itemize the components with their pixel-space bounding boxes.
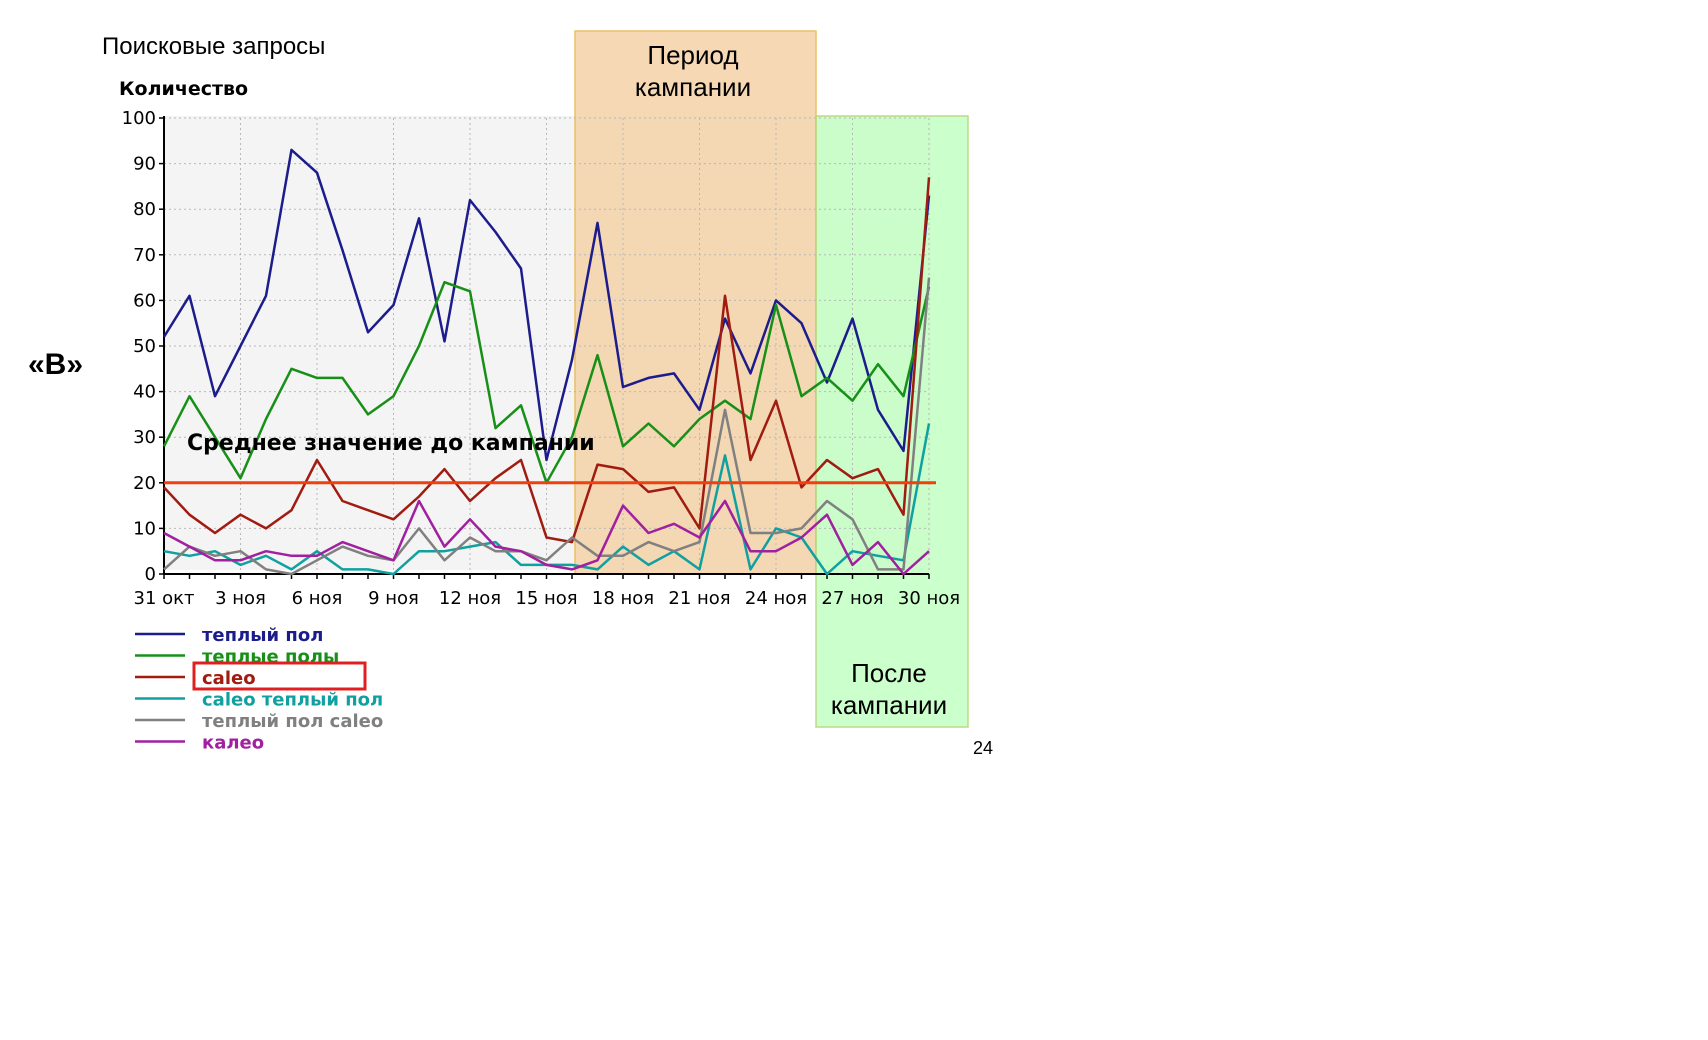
after-label-line-1: После xyxy=(851,658,927,688)
page-title: Поисковые запросы xyxy=(102,33,325,60)
y-tick-label: 70 xyxy=(133,245,156,266)
legend-highlight-box xyxy=(192,661,367,691)
x-tick-label: 12 ноя xyxy=(439,588,501,609)
x-tick-label: 21 ноя xyxy=(668,588,730,609)
y-tick-label: 80 xyxy=(133,199,156,220)
y-tick-label: 10 xyxy=(133,518,156,539)
legend-item-label: калео xyxy=(202,733,264,754)
campaign-label-line-2: кампании xyxy=(635,72,751,102)
y-tick-label: 20 xyxy=(133,473,156,494)
y-tick-label: 0 xyxy=(145,564,156,585)
y-tick-label: 100 xyxy=(122,108,156,129)
y-tick-label: 90 xyxy=(133,154,156,175)
legend-item-label: теплый пол caleo xyxy=(202,711,383,732)
x-tick-label: 6 ноя xyxy=(292,588,343,609)
series-line-5 xyxy=(163,277,931,576)
x-tick-label: 18 ноя xyxy=(592,588,654,609)
series-line-3 xyxy=(163,177,931,544)
series-line-1 xyxy=(162,148,931,462)
after-label-line-2: кампании xyxy=(831,690,947,720)
page-number: 24 xyxy=(973,738,993,758)
reference-line-label: Среднее значение до кампании xyxy=(187,431,595,456)
y-axis-title: Количество xyxy=(119,78,248,100)
y-tick-label: 40 xyxy=(133,382,156,403)
legend-item-label: caleo xyxy=(202,668,256,689)
x-tick-label: 9 ноя xyxy=(368,588,419,609)
legend-item-label: caleo теплый пол xyxy=(202,690,383,711)
y-tick-label: 30 xyxy=(133,427,156,448)
x-tick-label: 30 ноя xyxy=(898,588,960,609)
x-tick-label: 15 ноя xyxy=(515,588,577,609)
x-tick-label: 3 ноя xyxy=(215,588,266,609)
x-tick-label: 24 ноя xyxy=(745,588,807,609)
campaign-label-line-1: Период xyxy=(647,40,738,70)
y-tick-label: 50 xyxy=(133,336,156,357)
after-campaign-region xyxy=(815,115,969,728)
y-tick-label: 60 xyxy=(133,290,156,311)
side-label: «В» xyxy=(28,348,83,381)
x-tick-label: 31 окт xyxy=(134,588,195,609)
legend-item-label: теплый пол xyxy=(202,625,323,646)
series-line-6 xyxy=(163,499,930,576)
x-tick-label: 27 ноя xyxy=(821,588,883,609)
